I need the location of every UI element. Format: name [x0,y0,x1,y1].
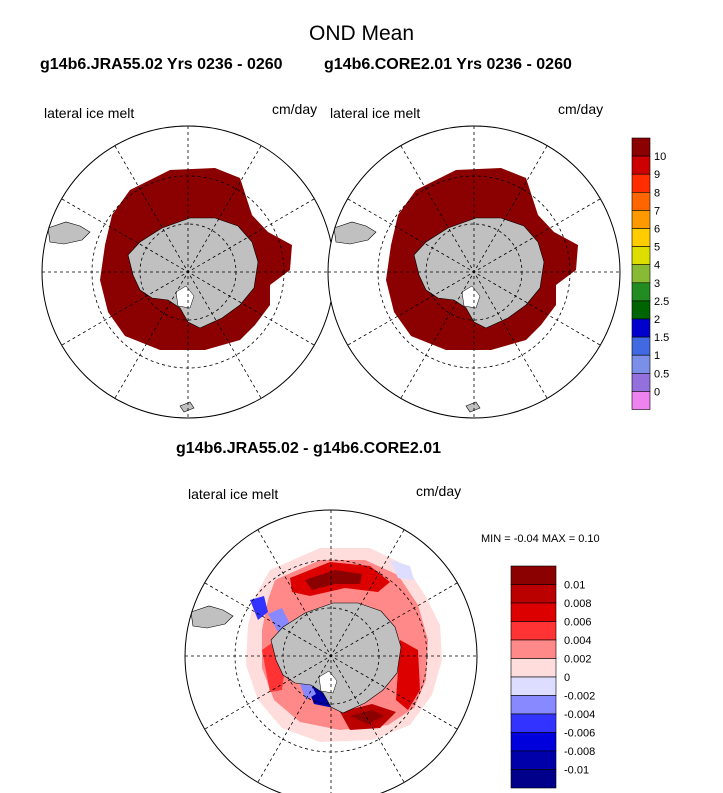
top-colorbar-tick-label: 7 [654,205,660,217]
diff-negative-west [250,596,268,620]
top-colorbar-tick-label: 9 [654,169,660,181]
top-colorbar-swatch [631,391,651,410]
right-new-zealand [465,401,481,413]
diff-south-america [190,605,234,629]
right-polar-map [327,125,621,419]
top-colorbar-swatch [631,318,651,338]
right-antarctica [413,217,545,329]
diff-graticule [185,510,477,793]
top-colorbar-tick-label: 1 [654,350,660,362]
diff-colorbar-swatch [510,750,557,770]
top-colorbar-tick-label: 4 [654,260,660,272]
diff-negative-east [390,560,414,580]
top-colorbar-tick-label: 0 [654,386,660,398]
diff-colorbar-tick-label: -0.002 [564,691,595,703]
top-colorbar-swatch [631,282,651,302]
right-units-label: cm/day [558,101,604,117]
diff-colorbar-tick-label: 0.002 [564,654,592,666]
top-colorbar-swatch [631,228,651,247]
diff-positive-strongest-north [305,570,362,590]
diff-colorbar-swatch [510,732,557,752]
left-variable-label: lateral ice melt [44,105,135,121]
right-graticule [328,126,620,418]
top-colorbar-swatch [631,246,651,266]
diff-units-label: cm/day [416,483,462,499]
diff-colorbar-swatch [510,676,557,696]
top-colorbar: 10 9 8 7 6 5 4 3 2.5 2 1.5 1 0.5 0 [631,137,669,410]
diff-colorbar: 0.01 0.008 0.006 0.004 0.002 0 -0.002 -0.004 -0.… [510,565,595,789]
top-colorbar-swatch [631,173,651,193]
top-colorbar-swatch [631,264,651,284]
figure-title: OND Mean [308,22,415,45]
diff-colorbar-tick-label: -0.006 [564,728,595,740]
top-colorbar-tick-label: 10 [654,151,666,163]
diff-colorbar-swatch [510,713,557,733]
left-units-label: cm/day [272,101,318,117]
diff-ross-ice-shelf [318,670,338,694]
diff-colorbar-tick-label: 0.01 [564,580,585,592]
diff-colorbar-swatch [510,658,557,678]
top-colorbar-tick-label: 6 [654,224,660,236]
top-colorbar-swatch [631,300,651,320]
diff-colorbar-swatch [510,584,557,604]
top-colorbar-tick-label: 2.5 [654,296,669,308]
right-variable-label: lateral ice melt [330,105,421,121]
left-panel-header: g14b6.JRA55.02 Yrs 0236 - 0260 [40,56,283,73]
top-colorbar-swatch [631,210,651,229]
diff-colorbar-tick-label: -0.01 [564,765,589,777]
right-panel-header: g14b6.CORE2.01 Yrs 0236 - 0260 [324,56,572,73]
left-south-america [47,221,91,245]
top-colorbar-swatch [631,354,651,374]
top-colorbar-tick-label: 2 [654,314,660,326]
top-colorbar-tick-label: 1.5 [654,332,669,344]
top-colorbar-swatch [631,192,651,211]
diff-positive-strongest-south [350,710,384,724]
diff-variable-label: lateral ice melt [188,486,279,502]
top-colorbar-tick-label: 5 [654,242,660,254]
left-antarctica [127,217,259,329]
diff-colorbar-swatch [510,565,557,585]
diff-colorbar-tick-label: -0.008 [564,746,595,758]
diff-colorbar-tick-label: 0.006 [564,617,592,629]
left-polar-map [41,125,335,419]
left-ross-ice-shelf [175,285,195,309]
diff-min-max: MIN = -0.04 MAX = 0.10 [481,533,600,545]
diff-colorbar-tick-label: -0.004 [564,709,595,721]
diff-colorbar-tick-label: 0 [564,672,570,684]
top-colorbar-swatch [631,137,651,157]
diff-positive-strong-east [396,640,420,710]
diff-colorbar-swatch [510,639,557,659]
diff-colorbar-swatch [510,602,557,622]
top-colorbar-tick-label: 0.5 [654,368,669,380]
diff-colorbar-tick-label: 0.008 [564,598,592,610]
top-colorbar-tick-label: 8 [654,187,660,199]
left-new-zealand [179,401,195,413]
top-colorbar-swatch [631,155,651,175]
left-graticule [42,126,334,418]
diff-colorbar-swatch [510,695,557,715]
diff-polar-map [184,509,478,793]
top-colorbar-swatch [631,372,651,392]
right-south-america [333,221,377,245]
diff-colorbar-swatch [510,621,557,641]
diff-panel-header: g14b6.JRA55.02 - g14b6.CORE2.01 [176,440,442,457]
top-colorbar-swatch [631,336,651,356]
diff-colorbar-tick-label: 0.004 [564,635,592,647]
diff-colorbar-swatch [510,769,557,789]
top-colorbar-tick-label: 3 [654,278,660,290]
right-ross-ice-shelf [461,285,481,309]
